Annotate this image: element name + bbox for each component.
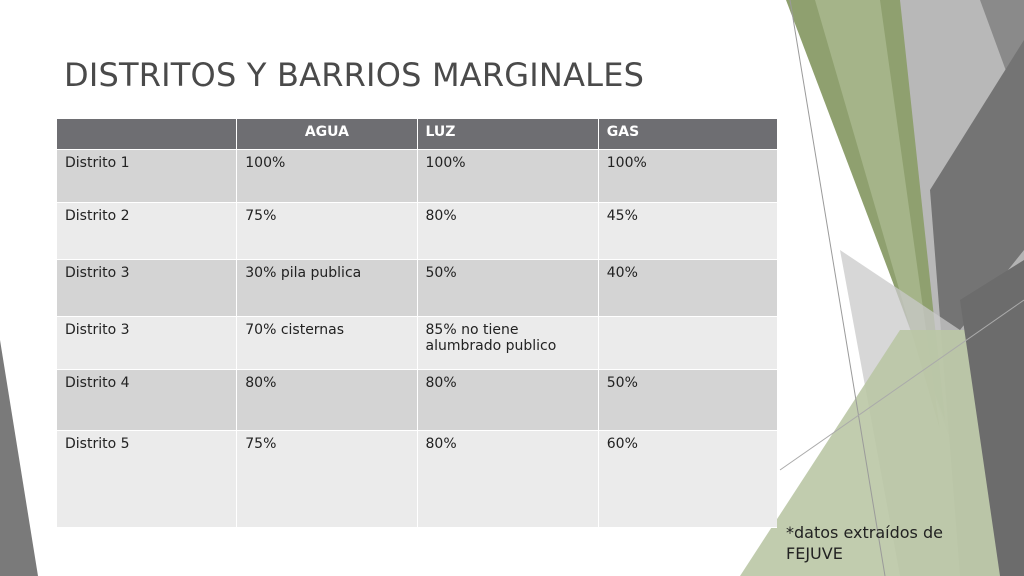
agua-cell: 70% cisternas <box>237 317 418 370</box>
table-row: Distrito 5 75% 80% 60% <box>57 431 777 528</box>
luz-cell: 80% <box>417 431 599 528</box>
agua-cell: 30% pila publica <box>237 260 418 317</box>
gas-cell <box>598 317 777 370</box>
thin-line-2 <box>779 299 1024 471</box>
district-cell: Distrito 2 <box>57 203 238 260</box>
left-edge-shape <box>0 340 38 576</box>
header-cell-agua: AGUA <box>237 119 418 150</box>
table-row: Distrito 1 100% 100% 100% <box>57 150 777 203</box>
header-cell-luz: LUZ <box>417 119 599 150</box>
header-cell-empty <box>57 119 238 150</box>
luz-cell: 80% <box>417 203 599 260</box>
district-cell: Distrito 3 <box>57 260 238 317</box>
district-cell: Distrito 3 <box>57 317 238 370</box>
gas-cell: 60% <box>598 431 777 528</box>
gas-cell: 45% <box>598 203 777 260</box>
district-cell: Distrito 4 <box>57 370 238 431</box>
agua-cell: 100% <box>237 150 418 203</box>
table-header-row: AGUA LUZ GAS <box>57 119 777 150</box>
page-title: DISTRITOS Y BARRIOS MARGINALES <box>64 56 645 94</box>
agua-cell: 75% <box>237 203 418 260</box>
table-row: Distrito 2 75% 80% 45% <box>57 203 777 260</box>
green-facet-bottom <box>740 330 1024 576</box>
dark-gray-facet-bottom <box>960 260 1024 576</box>
luz-cell: 100% <box>417 150 599 203</box>
source-note: *datos extraídos de FEJUVE <box>786 523 943 563</box>
district-cell: Distrito 5 <box>57 431 238 528</box>
gas-cell: 50% <box>598 370 777 431</box>
gas-cell: 40% <box>598 260 777 317</box>
luz-cell: 80% <box>417 370 599 431</box>
table-row: Distrito 3 30% pila publica 50% 40% <box>57 260 777 317</box>
agua-cell: 80% <box>237 370 418 431</box>
header-cell-gas: GAS <box>598 119 777 150</box>
luz-cell: 50% <box>417 260 599 317</box>
thin-line-1 <box>789 0 886 576</box>
district-cell: Distrito 1 <box>57 150 238 203</box>
table-row: Distrito 3 70% cisternas 85% no tiene al… <box>57 317 777 370</box>
table-row: Distrito 4 80% 80% 50% <box>57 370 777 431</box>
agua-cell: 75% <box>237 431 418 528</box>
services-table: AGUA LUZ GAS Distrito 1 100% 100% 100% D… <box>57 119 777 528</box>
luz-cell: 85% no tiene alumbrado publico <box>417 317 599 370</box>
gas-cell: 100% <box>598 150 777 203</box>
